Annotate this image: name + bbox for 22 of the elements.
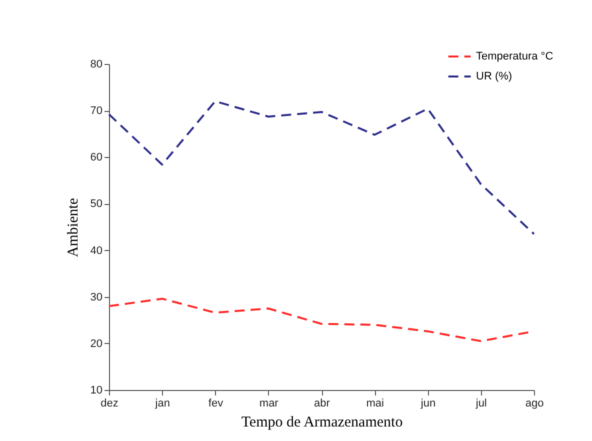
- y-axis-title: Ambiente: [65, 198, 82, 258]
- y-tick-label: 60: [90, 152, 102, 164]
- x-tick-label: ago: [525, 398, 544, 410]
- x-tick-label: abr: [314, 398, 330, 410]
- x-tick-label: jun: [420, 398, 436, 410]
- x-tick-label: fev: [208, 398, 224, 410]
- y-tick-label: 70: [90, 105, 102, 118]
- y-tick-label: 40: [90, 244, 102, 257]
- y-tick-label: 50: [90, 198, 102, 210]
- y-tick-label: 80: [90, 58, 102, 70]
- line-series: [108, 100, 535, 235]
- y-tick-label: 20: [90, 338, 102, 350]
- x-tick-label: mai: [366, 398, 384, 410]
- legend-label: Temperatura °C: [476, 50, 554, 62]
- x-tick-label: jul: [474, 398, 487, 410]
- y-tick-label: 30: [90, 291, 102, 304]
- x-tick-label: dez: [100, 398, 118, 410]
- x-tick-label: mar: [259, 398, 279, 410]
- legend-label: UR (%): [476, 70, 512, 82]
- x-tick-label: jan: [154, 398, 170, 410]
- x-axis-title: Tempo de Armazenamento: [241, 414, 403, 430]
- y-tick-label: 10: [90, 384, 102, 396]
